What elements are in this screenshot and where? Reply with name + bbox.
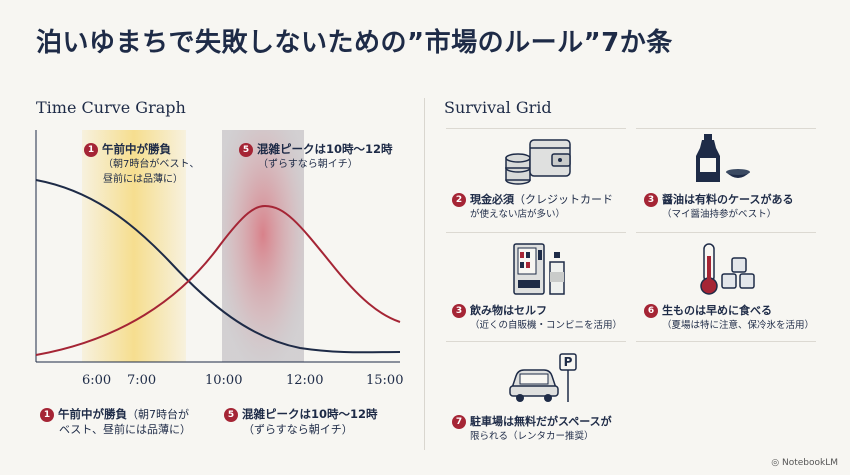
grid-line bbox=[446, 128, 626, 129]
badge-2: 2 bbox=[452, 193, 466, 207]
grid-line bbox=[636, 232, 816, 233]
morning-note: 1 午前中が勝負 （朝7時台がベスト、 昼前には品薄に） bbox=[84, 142, 199, 187]
tick-label: 10:00 bbox=[205, 373, 243, 388]
svg-text:P: P bbox=[564, 355, 573, 369]
note-sub: ベスト、昼前には品薄に） bbox=[59, 423, 191, 436]
cell-sub: （マイ醤油持参がベスト） bbox=[662, 209, 777, 220]
badge-3: 3 bbox=[644, 193, 658, 207]
badge-5: 5 bbox=[224, 408, 238, 422]
grid-cell-drinks: 3 飲み物はセルフ （近くの自販機・コンビニを活用） bbox=[452, 303, 622, 333]
car-parking-icon: P bbox=[509, 353, 577, 402]
badge-5: 5 bbox=[239, 143, 253, 157]
badge-1: 1 bbox=[84, 143, 98, 157]
grid-line bbox=[636, 341, 816, 342]
badge-6: 6 bbox=[644, 304, 658, 318]
page-title: 泊いゆまちで失敗しないための”市場のルール”7か条 bbox=[36, 28, 673, 58]
cell-head-tail: （クレジットカード bbox=[514, 193, 613, 206]
vending-machine-icon bbox=[513, 243, 565, 295]
note-head-tail: （朝7時台が bbox=[127, 408, 189, 421]
thermometer-ice-icon bbox=[700, 243, 755, 295]
freshness-curve bbox=[35, 179, 401, 354]
note-head: 混雑ピークは10時〜12時 bbox=[257, 142, 393, 156]
cell-head: 飲み物はセルフ bbox=[470, 304, 547, 317]
note-head: 午前中が勝負 bbox=[58, 407, 127, 421]
section-divider bbox=[424, 98, 425, 450]
grid-cell-parking: 7 駐車場は無料だがスペースが 限られる（レンタカー推奨） bbox=[452, 414, 612, 444]
note-head: 混雑ピークは10時〜12時 bbox=[242, 407, 378, 421]
coins-wallet-icon bbox=[505, 139, 571, 185]
note-sub: （朝7時台がベスト、 bbox=[103, 159, 200, 170]
peak-note: 5 混雑ピークは10時〜12時 （ずらすなら朝イチ） bbox=[239, 142, 393, 172]
note-sub: 昼前には品薄に） bbox=[103, 174, 183, 185]
cell-sub: （夏場は特に注意、保冷氷を活用） bbox=[662, 320, 815, 331]
tick-label: 7:00 bbox=[127, 373, 157, 388]
cell-head: 生ものは早めに食べる bbox=[662, 304, 772, 317]
morning-highlight bbox=[82, 130, 186, 362]
crowd-curve bbox=[35, 204, 401, 356]
tick-label: 12:00 bbox=[286, 373, 324, 388]
grid-cell-soy: 3 醤油は有料のケースがある （マイ醤油持参がベスト） bbox=[644, 192, 793, 222]
badge-3: 3 bbox=[452, 304, 466, 318]
bottom-peak-note: 5 混雑ピークは10時〜12時 （ずらすなら朝イチ） bbox=[224, 407, 378, 437]
note-sub: （ずらすなら朝イチ） bbox=[243, 423, 353, 436]
badge-1: 1 bbox=[40, 408, 54, 422]
cell-sub: が使えない店が多い） bbox=[470, 209, 566, 220]
grid-line bbox=[636, 128, 816, 129]
time-curve-graph bbox=[35, 130, 401, 363]
footer-label: NotebookLM bbox=[781, 458, 838, 468]
grid-cell-cash: 2 現金必須（クレジットカード が使えない店が多い） bbox=[452, 192, 613, 222]
cell-head: 駐車場は無料だがスペースが bbox=[470, 415, 612, 428]
badge-7: 7 bbox=[452, 415, 466, 429]
survival-grid-heading: Survival Grid bbox=[444, 98, 552, 117]
logo-icon: ◎ bbox=[771, 458, 782, 468]
note-head: 午前中が勝負 bbox=[102, 142, 171, 156]
grid-line bbox=[446, 232, 626, 233]
notebooklm-logo: ◎ NotebookLM bbox=[771, 458, 838, 468]
note-sub: （ずらすなら朝イチ） bbox=[258, 159, 358, 170]
tick-label: 6:00 bbox=[82, 373, 112, 388]
grid-line bbox=[446, 341, 626, 342]
cell-head: 醤油は有料のケースがある bbox=[662, 193, 794, 206]
cell-sub: 限られる（レンタカー推奨） bbox=[470, 431, 594, 442]
bottom-morning-note: 1 午前中が勝負（朝7時台が ベスト、昼前には品薄に） bbox=[40, 407, 191, 437]
time-curve-heading: Time Curve Graph bbox=[36, 98, 186, 117]
tick-label: 15:00 bbox=[366, 373, 404, 388]
cell-head: 現金必須 bbox=[470, 193, 514, 206]
soy-sauce-icon bbox=[696, 134, 750, 182]
peak-highlight-glow bbox=[222, 130, 304, 362]
grid-cell-raw-food: 6 生ものは早めに食べる （夏場は特に注意、保冷氷を活用） bbox=[644, 303, 814, 333]
cell-sub: （近くの自販機・コンビニを活用） bbox=[470, 320, 623, 331]
